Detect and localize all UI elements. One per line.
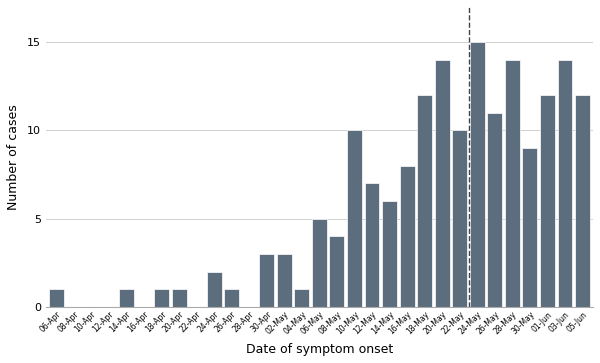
Bar: [259, 254, 274, 307]
Bar: [154, 289, 169, 307]
Bar: [505, 60, 520, 307]
Bar: [329, 236, 344, 307]
Bar: [172, 289, 187, 307]
X-axis label: Date of symptom onset: Date of symptom onset: [246, 343, 393, 356]
Bar: [365, 183, 379, 307]
Bar: [540, 95, 555, 307]
Bar: [224, 289, 239, 307]
Bar: [575, 95, 590, 307]
Bar: [347, 130, 362, 307]
Y-axis label: Number of cases: Number of cases: [7, 104, 20, 210]
Bar: [400, 166, 415, 307]
Bar: [119, 289, 134, 307]
Bar: [206, 272, 221, 307]
Bar: [312, 219, 327, 307]
Bar: [382, 201, 397, 307]
Bar: [277, 254, 292, 307]
Bar: [523, 148, 538, 307]
Bar: [295, 289, 310, 307]
Bar: [557, 60, 572, 307]
Bar: [49, 289, 64, 307]
Bar: [435, 60, 449, 307]
Bar: [470, 42, 485, 307]
Bar: [417, 95, 432, 307]
Bar: [452, 130, 467, 307]
Bar: [487, 113, 502, 307]
